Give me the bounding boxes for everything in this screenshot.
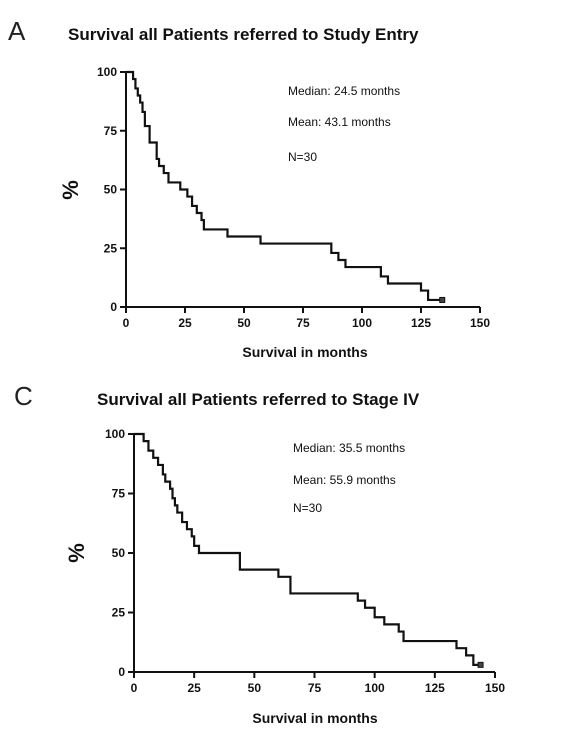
x-tick-label: 50: [248, 681, 262, 695]
survival-curve: [126, 70, 443, 302]
censor-mark: [439, 296, 446, 303]
annotation-n: N=30: [293, 501, 322, 515]
annotation-median: Median: 35.5 months: [293, 441, 405, 455]
annotation-mean: Mean: 55.9 months: [293, 473, 396, 487]
y-tick-label: 100: [97, 65, 117, 79]
annotation-mean: Mean: 43.1 months: [288, 115, 391, 129]
x-tick-label: 150: [485, 681, 505, 695]
y-axis-label: %: [58, 180, 83, 200]
y-tick-label: 0: [118, 665, 125, 679]
y-tick-label: 50: [112, 546, 126, 560]
x-tick-label: 150: [470, 316, 490, 330]
panel-letter: A: [8, 16, 26, 46]
y-tick-label: 75: [104, 124, 118, 138]
x-tick-label: 125: [425, 681, 445, 695]
x-tick-label: 50: [237, 316, 251, 330]
x-tick-label: 100: [352, 316, 372, 330]
annotation-n: N=30: [288, 150, 317, 164]
x-tick-label: 25: [187, 681, 201, 695]
x-tick-label: 125: [411, 316, 431, 330]
censor-mark: [477, 661, 484, 668]
y-axis-label: %: [64, 543, 89, 563]
y-tick-label: 50: [104, 183, 118, 197]
survival-curve: [134, 432, 481, 666]
y-tick-label: 0: [110, 300, 117, 314]
panel-a: A Survival all Patients referred to Stud…: [8, 16, 490, 360]
x-axis-label: Survival in months: [242, 344, 367, 360]
x-tick-label: 100: [365, 681, 385, 695]
y-tick-label: 75: [112, 487, 126, 501]
y-tick-label: 25: [112, 606, 126, 620]
x-tick-label: 0: [131, 681, 138, 695]
chart-title: Survival all Patients referred to Study …: [68, 25, 419, 44]
x-tick-label: 25: [178, 316, 192, 330]
panel-c: C Survival all Patients referred to Stag…: [14, 381, 505, 726]
y-tick-label: 100: [105, 427, 125, 441]
x-tick-label: 0: [123, 316, 130, 330]
panel-letter: C: [14, 381, 33, 411]
chart-title: Survival all Patients referred to Stage …: [97, 390, 420, 409]
x-axis-label: Survival in months: [252, 710, 377, 726]
x-tick-label: 75: [308, 681, 322, 695]
y-tick-label: 25: [104, 241, 118, 255]
annotation-median: Median: 24.5 months: [288, 84, 400, 98]
x-tick-label: 75: [296, 316, 310, 330]
